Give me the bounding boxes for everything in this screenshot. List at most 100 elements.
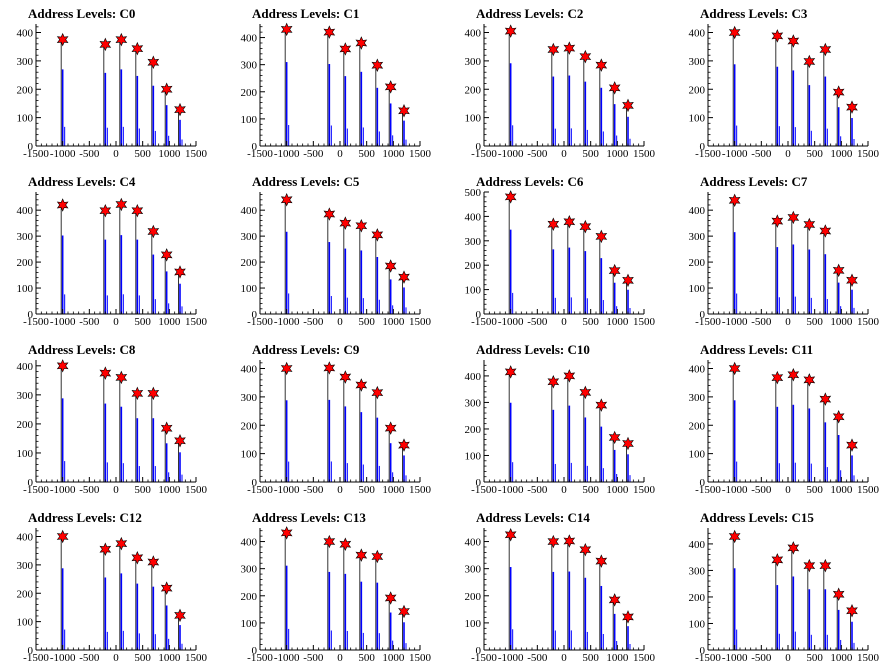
peak-marker-5 (160, 82, 173, 97)
peak-marker-0 (504, 24, 517, 38)
peak-marker-2 (115, 370, 128, 385)
chart-title: Address Levels: C2 (476, 6, 583, 21)
peak-marker-6 (846, 604, 858, 618)
peak-marker-5 (832, 587, 845, 602)
peak-marker-0 (280, 193, 293, 207)
y-tick-label-2: 200 (465, 424, 482, 436)
y-tick-label-3: 300 (465, 56, 482, 68)
peak-marker-5 (384, 259, 397, 273)
peak-marker-5 (160, 248, 173, 262)
y-tick-label-4: 400 (689, 28, 706, 40)
y-tick-label-2: 200 (689, 592, 706, 604)
y-tick-label-1: 100 (689, 283, 706, 295)
y-tick-label-3: 300 (689, 565, 706, 577)
peak-marker-2 (563, 215, 576, 229)
y-tick-label-1: 100 (465, 618, 482, 630)
y-tick-label-0: 0 (476, 477, 482, 489)
x-tick-label-5: 1000 (158, 316, 181, 328)
x-tick-label-0: -1500 (23, 148, 49, 160)
x-tick-label-2: -500 (527, 652, 548, 664)
y-tick-label-1: 100 (241, 114, 258, 126)
y-tick-label-3: 300 (241, 564, 258, 576)
y-tick-label-3: 300 (689, 392, 706, 404)
chart-panel-2: Address Levels: C2 0 100 200 300 400 -1500 -100… (465, 6, 656, 160)
y-tick-label-1: 100 (17, 448, 34, 460)
x-tick-label-1: -1000 (50, 652, 76, 664)
peak-marker-6 (622, 273, 634, 288)
peak-marker-6 (398, 438, 410, 452)
x-tick-label-6: 1500 (857, 148, 880, 160)
x-tick-label-0: -1500 (247, 316, 273, 328)
y-tick-label-0: 0 (28, 477, 34, 489)
x-tick-label-6: 1500 (633, 316, 656, 328)
x-tick-label-4: 500 (806, 652, 823, 664)
x-tick-label-6: 1500 (409, 316, 432, 328)
x-tick-label-5: 1000 (382, 316, 405, 328)
x-tick-label-5: 1000 (606, 316, 629, 328)
y-tick-label-2: 200 (241, 257, 258, 269)
x-tick-label-2: -500 (303, 148, 324, 160)
y-tick-label-1: 100 (465, 450, 482, 462)
x-tick-label-1: -1000 (274, 316, 300, 328)
peak-marker-2 (339, 537, 352, 552)
chart-title: Address Levels: C6 (476, 174, 584, 189)
y-tick-label-0: 0 (700, 477, 706, 489)
x-tick-label-6: 1500 (185, 484, 208, 496)
x-tick-label-4: 500 (806, 148, 823, 160)
chart-panel-7: Address Levels: C7 0 100 200 300 400 -1500 -100… (689, 174, 880, 328)
peak-marker-1 (323, 534, 336, 549)
x-tick-label-5: 1000 (158, 484, 181, 496)
peak-marker-3 (803, 217, 816, 232)
peak-marker-1 (99, 203, 112, 218)
y-tick-label-1: 100 (241, 283, 258, 295)
y-tick-label-2: 200 (689, 257, 706, 269)
chart-panel-5: Address Levels: C5 0 100 200 300 400 -1500 -100… (241, 174, 432, 328)
chart-title: Address Levels: C13 (252, 510, 366, 525)
x-tick-label-6: 1500 (185, 148, 208, 160)
y-tick-label-2: 200 (689, 420, 706, 432)
x-tick-label-4: 500 (582, 148, 599, 160)
x-tick-label-5: 1000 (606, 148, 629, 160)
peak-marker-6 (174, 608, 186, 623)
peak-marker-3 (803, 558, 816, 573)
x-tick-label-1: -1000 (722, 148, 748, 160)
chart-title: Address Levels: C12 (28, 510, 142, 525)
y-tick-label-1: 100 (17, 617, 34, 629)
y-tick-label-3: 300 (17, 56, 34, 68)
peak-marker-0 (56, 32, 69, 47)
peak-marker-6 (174, 102, 186, 117)
y-tick-label-3: 300 (465, 236, 482, 248)
x-tick-label-1: -1000 (722, 652, 748, 664)
x-tick-label-4: 500 (358, 652, 375, 664)
y-tick-label-2: 200 (17, 588, 34, 600)
peak-marker-1 (547, 534, 560, 549)
x-tick-label-6: 1500 (409, 148, 432, 160)
y-tick-label-2: 200 (465, 591, 482, 603)
peak-marker-0 (56, 359, 69, 373)
peak-marker-1 (99, 366, 112, 380)
peak-marker-6 (622, 610, 634, 624)
peak-marker-5 (608, 593, 621, 607)
peak-marker-4 (819, 392, 832, 406)
peak-marker-4 (819, 42, 832, 57)
x-tick-label-5: 1000 (830, 148, 853, 160)
y-tick-label-4: 400 (241, 33, 258, 45)
x-tick-label-3: 0 (561, 316, 567, 328)
y-tick-label-4: 400 (241, 537, 258, 549)
peak-marker-3 (131, 386, 144, 401)
y-tick-label-1: 100 (241, 449, 258, 461)
y-tick-label-0: 0 (252, 477, 258, 489)
y-tick-label-4: 400 (17, 532, 34, 544)
x-tick-label-5: 1000 (830, 484, 853, 496)
chart-title: Address Levels: C9 (252, 342, 360, 357)
y-tick-label-4: 400 (465, 28, 482, 40)
x-tick-label-5: 1000 (382, 148, 405, 160)
peak-marker-2 (115, 536, 128, 551)
y-tick-label-3: 300 (689, 56, 706, 68)
peak-marker-5 (608, 430, 621, 445)
x-tick-label-1: -1000 (274, 484, 300, 496)
peak-marker-3 (131, 551, 144, 565)
chart-title: Address Levels: C11 (700, 342, 813, 357)
y-tick-label-0: 0 (28, 645, 34, 657)
y-tick-label-4: 400 (17, 28, 34, 40)
